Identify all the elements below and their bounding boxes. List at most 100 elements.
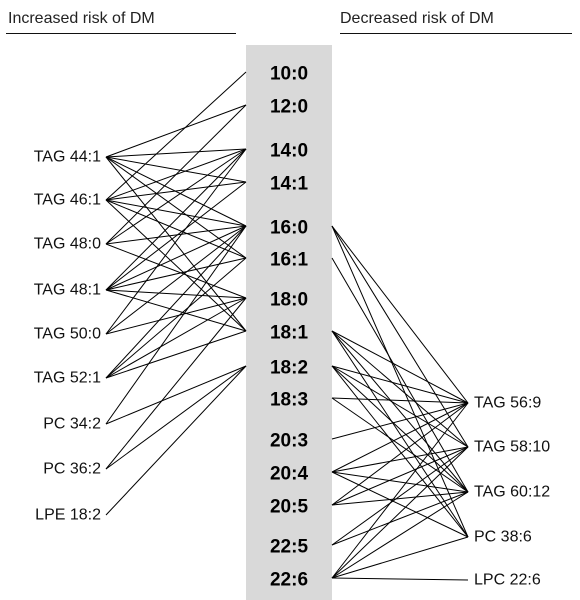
decreased-lipid-label: TAG 60:12 <box>474 484 550 501</box>
link-tag-44-1-to-18-1 <box>105 156 247 332</box>
link-16-0-to-tag-56-9 <box>331 225 469 404</box>
link-16-0-to-pc-38-6 <box>331 225 469 538</box>
fatty-acid-label: 18:3 <box>270 390 308 411</box>
link-20-4-to-tag-56-9 <box>331 402 469 473</box>
link-18-2-to-tag-56-9 <box>331 365 469 404</box>
link-pc-34-2-to-16-0 <box>105 225 247 425</box>
fatty-acid-label: 22:6 <box>270 570 308 591</box>
decreased-lipid-label: LPC 22:6 <box>474 572 541 589</box>
increased-lipid-label: TAG 48:0 <box>34 236 101 253</box>
link-22-5-to-tag-58-10 <box>331 446 469 546</box>
link-18-2-to-tag-60-12 <box>331 365 469 493</box>
link-tag-52-1-to-18-1 <box>105 330 247 379</box>
increased-risk-lipids: TAG 44:1 TAG 46:1 TAG 48:0 TAG 48:1 TAG 50:0… <box>34 149 101 524</box>
decreased-lipid-label: PC 38:6 <box>474 529 532 546</box>
link-20-4-to-tag-60-12 <box>331 471 469 493</box>
link-tag-46-1-to-18-1 <box>105 199 247 332</box>
link-22-6-to-pc-38-6 <box>331 536 469 579</box>
link-18-1-to-tag-56-9 <box>331 330 469 404</box>
link-18-2-to-pc-38-6 <box>331 365 469 538</box>
link-20-5-to-tag-58-10 <box>331 446 469 506</box>
fatty-acid-label: 10:0 <box>270 64 308 85</box>
link-tag-48-1-to-14-0 <box>105 148 247 291</box>
increased-lipid-label: PC 36:2 <box>43 461 101 478</box>
fatty-acid-label: 14:0 <box>270 141 308 162</box>
link-22-6-to-tag-56-9 <box>331 402 469 579</box>
fatty-acid-label: 20:5 <box>270 497 308 518</box>
increased-lipid-label: TAG 44:1 <box>34 149 101 166</box>
link-tag-44-1-to-12-0 <box>105 104 247 158</box>
fatty-acid-label: 14:1 <box>270 174 308 195</box>
link-18-3-to-tag-60-12 <box>331 397 469 493</box>
link-16-1-to-tag-60-12 <box>331 257 469 493</box>
link-tag-48-1-to-18-1 <box>105 289 247 332</box>
increased-lipid-label: TAG 50:0 <box>34 326 101 343</box>
link-22-5-to-tag-60-12 <box>331 491 469 546</box>
decreased-risk-lipids: TAG 56:9 TAG 58:10 TAG 60:12 PC 38:6 LPC 22:… <box>474 395 550 589</box>
decreased-risk-underline <box>340 33 572 34</box>
link-lpe-18-2-to-18-2 <box>105 365 247 516</box>
link-tag-48-0-to-16-0 <box>105 225 247 245</box>
increased-risk-heading: Increased risk of DM <box>8 10 155 27</box>
increased-lipid-label: TAG 48:1 <box>34 282 101 299</box>
link-tag-46-1-to-10-0 <box>105 71 247 201</box>
fatty-acid-column <box>246 45 332 600</box>
link-tag-52-1-to-18-0 <box>105 297 247 379</box>
link-tag-44-1-to-14-1 <box>105 156 247 183</box>
decreased-lipid-label: TAG 56:9 <box>474 395 541 412</box>
link-18-1-to-pc-38-6 <box>331 330 469 538</box>
fatty-acid-label: 16:1 <box>270 250 308 271</box>
link-tag-52-1-to-16-1 <box>105 257 247 379</box>
increased-lipid-label: PC 34:2 <box>43 416 101 433</box>
link-tag-50-0-to-14-0 <box>105 148 247 335</box>
link-20-5-to-tag-56-9 <box>331 402 469 506</box>
link-tag-48-0-to-12-0 <box>105 104 247 245</box>
link-tag-48-0-to-18-0 <box>105 243 247 299</box>
link-pc-34-2-to-18-2 <box>105 365 247 425</box>
link-tag-44-1-to-16-1 <box>105 156 247 259</box>
link-tag-50-0-to-16-0 <box>105 225 247 335</box>
increased-risk-underline <box>6 33 236 34</box>
link-22-6-to-tag-58-10 <box>331 446 469 579</box>
link-20-4-to-pc-38-6 <box>331 471 469 538</box>
link-18-3-to-tag-56-9 <box>331 397 469 404</box>
fatty-acid-label: 20:3 <box>270 431 308 452</box>
link-tag-44-1-to-14-0 <box>105 148 247 158</box>
link-pc-36-2-to-18-0 <box>105 297 247 470</box>
link-tag-48-0-to-14-0 <box>105 148 247 245</box>
link-tag-48-1-to-14-1 <box>105 181 247 291</box>
link-16-0-to-tag-58-10 <box>331 225 469 448</box>
decreased-lipid-label: TAG 58:10 <box>474 439 550 456</box>
link-tag-48-1-to-16-1 <box>105 257 247 291</box>
link-tag-46-1-to-16-0 <box>105 199 247 227</box>
link-20-5-to-tag-60-12 <box>331 491 469 506</box>
link-tag-48-1-to-18-0 <box>105 289 247 299</box>
fatty-acid-label: 22:5 <box>270 537 308 558</box>
decreased-risk-heading: Decreased risk of DM <box>340 10 494 27</box>
link-pc-36-2-to-18-2 <box>105 365 247 470</box>
fatty-acid-label: 20:4 <box>270 464 308 485</box>
link-20-3-to-tag-56-9 <box>331 402 469 440</box>
link-18-2-to-tag-58-10 <box>331 365 469 448</box>
fatty-acid-labels: 10:0 12:0 14:0 14:1 16:0 16:1 18:0 18:1 18:2 18:3… <box>270 64 308 591</box>
link-tag-48-1-to-16-0 <box>105 225 247 291</box>
fatty-acid-label: 18:0 <box>270 290 308 311</box>
increased-lipid-label: TAG 46:1 <box>34 192 101 209</box>
connection-lines <box>105 71 469 581</box>
increased-lipid-label: TAG 52:1 <box>34 370 101 387</box>
link-tag-46-1-to-14-1 <box>105 181 247 201</box>
link-18-1-to-tag-60-12 <box>331 330 469 493</box>
link-tag-46-1-to-16-1 <box>105 199 247 259</box>
link-22-6-to-lpc-22-6 <box>331 577 469 581</box>
link-18-1-to-tag-58-10 <box>331 330 469 448</box>
fatty-acid-label: 18:1 <box>270 323 308 344</box>
link-20-4-to-tag-58-10 <box>331 446 469 473</box>
fatty-acid-label: 16:0 <box>270 218 308 239</box>
link-tag-50-0-to-18-0 <box>105 297 247 335</box>
fatty-acid-label: 12:0 <box>270 97 308 118</box>
link-22-6-to-tag-60-12 <box>331 491 469 579</box>
link-tag-52-1-to-16-0 <box>105 225 247 379</box>
increased-lipid-label: LPE 18:2 <box>35 507 101 524</box>
fatty-acid-label: 18:2 <box>270 358 308 379</box>
